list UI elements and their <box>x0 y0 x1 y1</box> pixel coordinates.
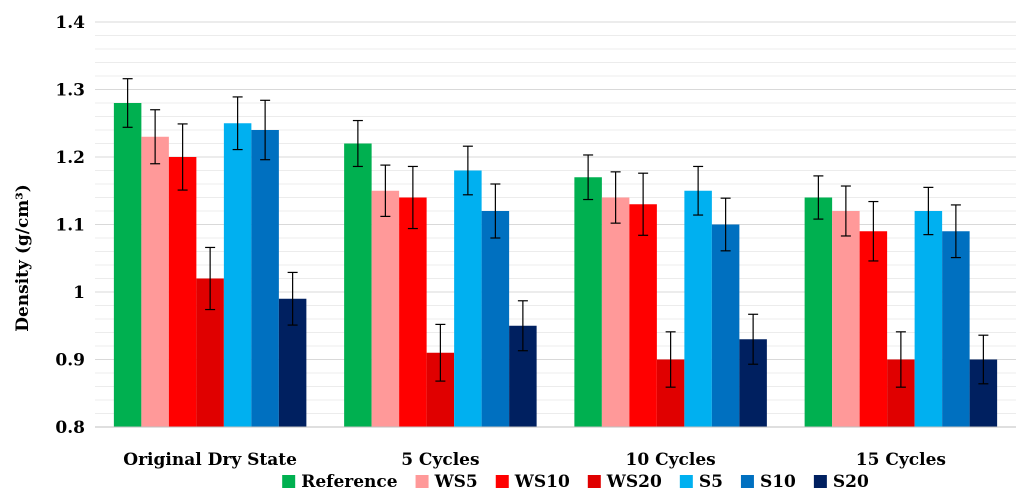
legend-label-s5: S5 <box>699 472 723 492</box>
bar-reference-3 <box>804 197 833 427</box>
legend-swatch-reference <box>282 475 296 488</box>
legend-swatch-ws20 <box>587 475 601 488</box>
legend-label-ws10: WS10 <box>514 472 570 492</box>
bar-s5-0 <box>223 123 252 427</box>
bar-ws10-2 <box>629 204 657 427</box>
bar-ws10-3 <box>859 231 888 427</box>
bar-reference-1 <box>344 143 372 427</box>
y-tick-label: 0.8 <box>55 418 85 438</box>
bar-s10-1 <box>481 211 510 427</box>
bar-s5-3 <box>914 211 943 427</box>
y-tick-label: 1.4 <box>55 13 85 33</box>
category-label: 10 Cycles <box>626 450 716 470</box>
bar-s5-1 <box>454 170 482 427</box>
bar-s10-2 <box>711 224 740 427</box>
bar-s10-0 <box>251 130 279 427</box>
y-tick-label: 1 <box>73 283 85 303</box>
y-tick-label: 0.9 <box>55 351 85 371</box>
bar-ws5-3 <box>832 211 860 427</box>
y-axis-tick-labels: 0.8 0.9 1 1.1 1.2 1.3 1.4 <box>55 13 85 438</box>
y-axis-title: Density (g/cm³) <box>13 184 33 332</box>
bar-ws5-1 <box>371 190 400 427</box>
bar-ws10-1 <box>399 197 427 427</box>
y-tick-label: 1.3 <box>55 81 85 101</box>
legend-swatch-ws5 <box>415 475 429 488</box>
legend-swatch-s20 <box>813 475 827 488</box>
legend-swatch-s10 <box>740 475 754 488</box>
bar-reference-0 <box>113 103 142 427</box>
legend: Reference WS5 WS10 WS20 S5 S10 S20 <box>282 472 869 492</box>
bar-s10-3 <box>942 231 970 427</box>
y-tick-label: 1.1 <box>55 216 85 236</box>
legend-swatch-ws10 <box>495 475 509 488</box>
category-label: 15 Cycles <box>856 450 946 470</box>
legend-label-ws5: WS5 <box>434 472 478 492</box>
category-label: 5 Cycles <box>401 450 479 470</box>
legend-label-ws20: WS20 <box>606 472 662 492</box>
bars <box>113 103 998 427</box>
bar-reference-2 <box>574 177 602 427</box>
legend-label-reference: Reference <box>301 472 398 492</box>
legend-label-s20: S20 <box>833 472 869 492</box>
error-bars <box>122 78 989 388</box>
legend-swatch-s5 <box>679 475 693 488</box>
bar-s5-2 <box>684 190 712 427</box>
legend-label-s10: S10 <box>760 472 796 492</box>
y-tick-label: 1.2 <box>55 148 85 168</box>
category-labels: Original Dry State 5 Cycles 10 Cycles 15 Cy… <box>123 450 946 470</box>
category-label: Original Dry State <box>123 450 297 470</box>
bar-ws5-2 <box>601 197 630 427</box>
bar-ws10-0 <box>168 157 197 427</box>
bar-ws5-0 <box>141 136 169 427</box>
